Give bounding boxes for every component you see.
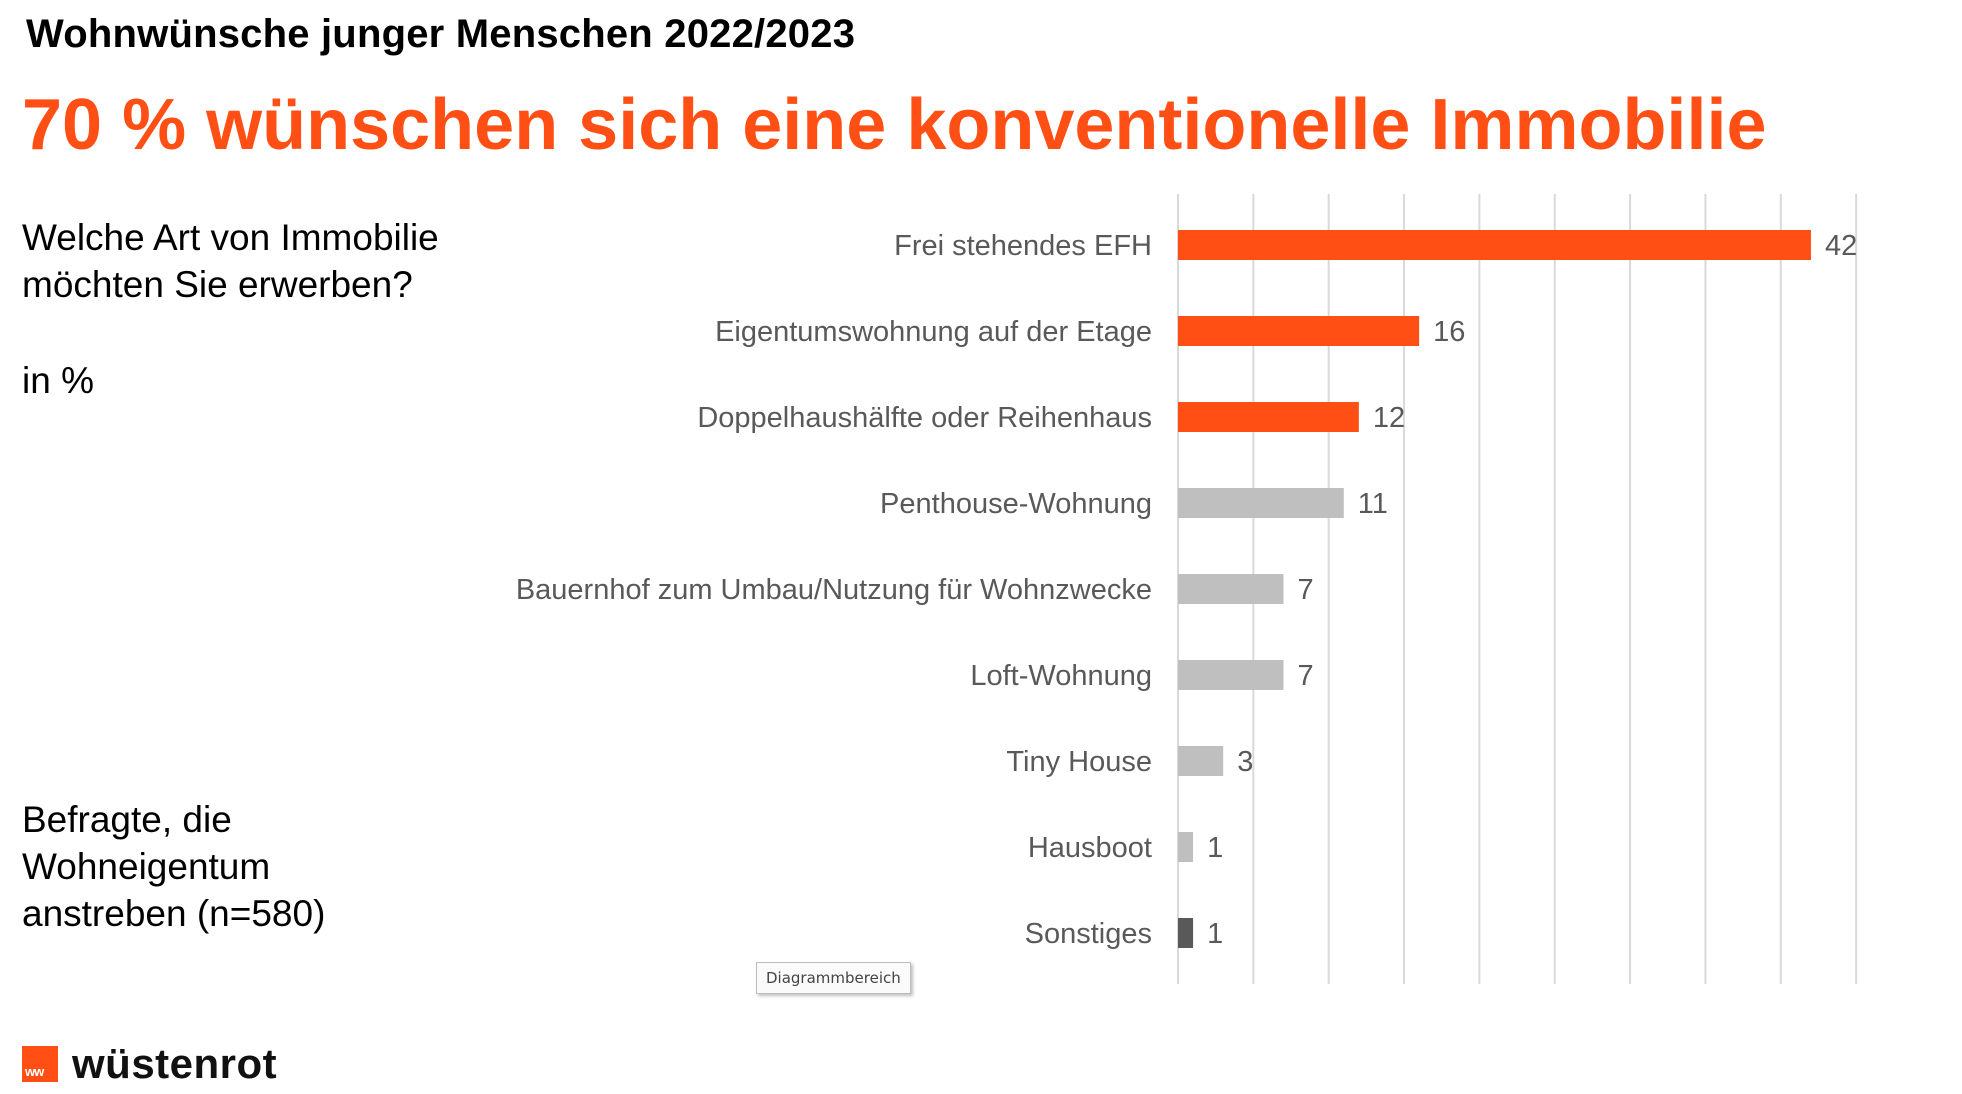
category-label: Hausboot	[1028, 832, 1152, 864]
category-label: Bauernhof zum Umbau/Nutzung für Wohnzwec…	[516, 574, 1152, 606]
bar[interactable]	[1178, 316, 1420, 346]
category-label: Doppelhaushälfte oder Reihenhaus	[697, 402, 1152, 434]
logo-mark-text: ww	[25, 1064, 44, 1079]
logo-wordmark: wüstenrot	[72, 1040, 278, 1087]
bar-chart[interactable]: Frei stehendes EFH 42 Eigentumswohnung auf…	[400, 190, 1900, 990]
supertitle: Wohnwünsche junger Menschen 2022/2023	[26, 12, 856, 56]
category-label: Frei stehendes EFH	[894, 230, 1152, 262]
data-label: 11	[1358, 488, 1388, 520]
bar[interactable]	[1178, 488, 1344, 518]
data-label: 42	[1825, 230, 1857, 262]
headline: 70 % wünschen sich eine konventionelle I…	[22, 85, 1767, 165]
bar[interactable]	[1178, 230, 1811, 260]
unit-label: in %	[22, 360, 94, 401]
data-label: 7	[1297, 660, 1313, 692]
data-label: 1	[1207, 918, 1223, 950]
data-label: 16	[1433, 316, 1465, 348]
data-label: 1	[1207, 832, 1223, 864]
bar[interactable]	[1178, 832, 1194, 862]
category-label: Eigentumswohnung auf der Etage	[715, 316, 1152, 348]
category-label: Sonstiges	[1025, 918, 1152, 950]
chart-area-tooltip: Diagrammbereich	[756, 962, 911, 994]
data-label: 7	[1297, 574, 1313, 606]
respondent-base: Befragte, die Wohneigentum anstreben (n=…	[22, 799, 326, 934]
bar[interactable]	[1178, 660, 1284, 690]
category-label: Tiny House	[1006, 746, 1152, 778]
bar[interactable]	[1178, 918, 1194, 948]
bar[interactable]	[1178, 746, 1224, 776]
wuestenrot-logo: ww wüstenrot	[22, 1040, 277, 1088]
data-label: 3	[1237, 746, 1253, 778]
category-label: Penthouse-Wohnung	[880, 488, 1152, 520]
bar[interactable]	[1178, 574, 1284, 604]
category-label: Loft-Wohnung	[970, 660, 1152, 692]
survey-question: Welche Art von Immobilie möchten Sie erw…	[22, 217, 439, 305]
bar[interactable]	[1178, 402, 1359, 432]
data-label: 12	[1373, 402, 1405, 434]
chart-svg: Frei stehendes EFH 42 Eigentumswohnung auf…	[516, 194, 1857, 984]
logo-mark: ww	[22, 1046, 58, 1082]
